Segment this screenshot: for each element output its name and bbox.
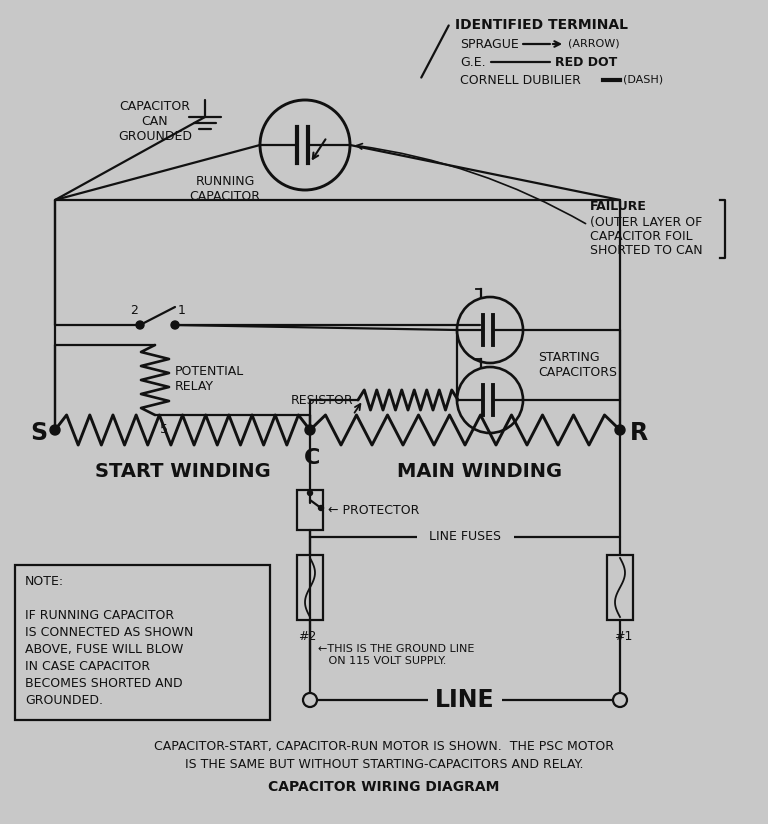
Text: CAPACITOR
CAN
GROUNDED: CAPACITOR CAN GROUNDED: [118, 100, 192, 143]
Text: CAPACITOR WIRING DIAGRAM: CAPACITOR WIRING DIAGRAM: [268, 780, 500, 794]
Text: (OUTER LAYER OF: (OUTER LAYER OF: [590, 216, 702, 229]
Text: R: R: [630, 421, 648, 445]
Text: IS THE SAME BUT WITHOUT STARTING-CAPACITORS AND RELAY.: IS THE SAME BUT WITHOUT STARTING-CAPACIT…: [185, 758, 583, 771]
Circle shape: [615, 425, 625, 435]
Text: CAPACITOR-START, CAPACITOR-RUN MOTOR IS SHOWN.  THE PSC MOTOR: CAPACITOR-START, CAPACITOR-RUN MOTOR IS …: [154, 740, 614, 753]
Text: G.E.: G.E.: [460, 56, 485, 69]
Text: 5: 5: [160, 423, 168, 436]
Circle shape: [50, 425, 60, 435]
Circle shape: [303, 693, 317, 707]
Text: #1: #1: [614, 630, 632, 643]
Text: NOTE:: NOTE:: [25, 575, 64, 588]
Text: POTENTIAL
RELAY: POTENTIAL RELAY: [175, 365, 244, 393]
Text: SPRAGUE: SPRAGUE: [460, 38, 518, 51]
Text: ← PROTECTOR: ← PROTECTOR: [328, 503, 419, 517]
Text: ←THIS IS THE GROUND LINE
   ON 115 VOLT SUPPLY.: ←THIS IS THE GROUND LINE ON 115 VOLT SUP…: [318, 644, 475, 666]
Text: (DASH): (DASH): [623, 74, 663, 84]
Text: SHORTED TO CAN: SHORTED TO CAN: [590, 244, 703, 257]
Circle shape: [307, 490, 313, 495]
Text: S: S: [30, 421, 47, 445]
Bar: [607, 555, 633, 620]
Bar: [15, 565, 270, 720]
Text: RUNNING
CAPACITOR: RUNNING CAPACITOR: [190, 175, 260, 203]
Text: 2: 2: [130, 303, 138, 316]
Text: IS CONNECTED AS SHOWN: IS CONNECTED AS SHOWN: [25, 626, 194, 639]
Text: CORNELL DUBILIER: CORNELL DUBILIER: [460, 74, 581, 87]
Text: GROUNDED.: GROUNDED.: [25, 694, 103, 707]
Text: ABOVE, FUSE WILL BLOW: ABOVE, FUSE WILL BLOW: [25, 643, 184, 656]
Text: STARTING
CAPACITORS: STARTING CAPACITORS: [538, 351, 617, 379]
Text: RESISTOR: RESISTOR: [290, 394, 353, 406]
Text: START WINDING: START WINDING: [94, 462, 270, 481]
Text: C: C: [304, 448, 320, 468]
Text: #2: #2: [298, 630, 316, 643]
Text: 1: 1: [178, 303, 186, 316]
Text: FAILURE: FAILURE: [590, 200, 647, 213]
Text: IN CASE CAPACITOR: IN CASE CAPACITOR: [25, 660, 150, 673]
Text: IF RUNNING CAPACITOR: IF RUNNING CAPACITOR: [25, 609, 174, 622]
Text: CAPACITOR FOIL: CAPACITOR FOIL: [590, 230, 693, 243]
Bar: [297, 490, 323, 530]
Text: LINE: LINE: [435, 688, 495, 712]
Text: (ARROW): (ARROW): [568, 38, 620, 48]
Circle shape: [171, 321, 179, 329]
Text: BECOMES SHORTED AND: BECOMES SHORTED AND: [25, 677, 183, 690]
Circle shape: [319, 505, 323, 511]
Text: IDENTIFIED TERMINAL: IDENTIFIED TERMINAL: [455, 18, 628, 32]
Text: LINE FUSES: LINE FUSES: [429, 531, 501, 544]
Circle shape: [136, 321, 144, 329]
Bar: [297, 555, 323, 620]
Circle shape: [305, 425, 315, 435]
Text: RED DOT: RED DOT: [555, 56, 617, 69]
Circle shape: [613, 693, 627, 707]
Text: MAIN WINDING: MAIN WINDING: [397, 462, 563, 481]
